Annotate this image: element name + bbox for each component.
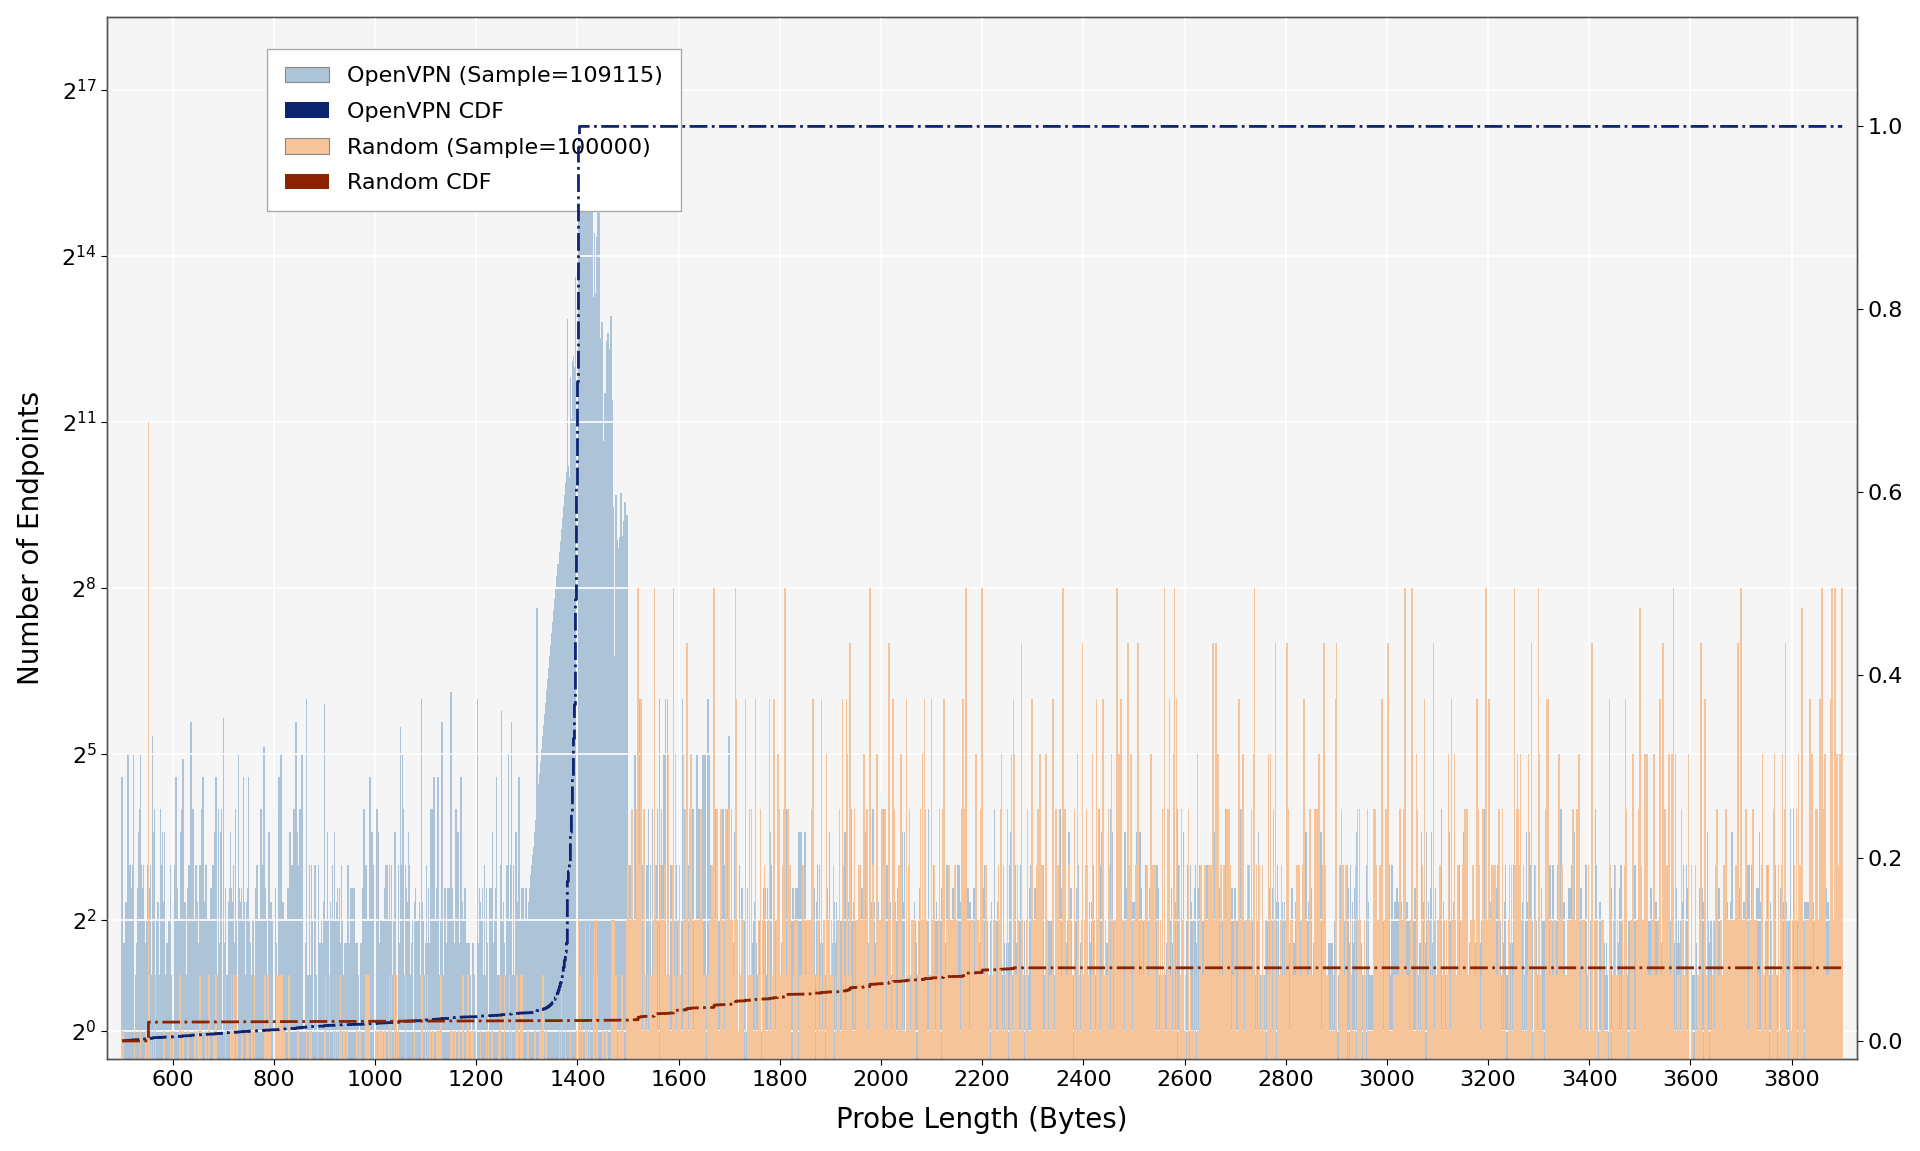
Random CDF [891,974,914,988]
OpenVPN CDF [1131,120,1154,134]
Random CDF [111,1034,134,1047]
OpenVPN CDF [1830,120,1853,134]
OpenVPN CDF [1100,120,1123,134]
Random CDF [1100,961,1123,975]
OpenVPN CDF [891,120,914,134]
OpenVPN CDF [111,1034,134,1047]
Random CDF [1340,961,1363,975]
Y-axis label: Number of Endpoints: Number of Endpoints [17,391,44,685]
OpenVPN CDF [568,120,591,134]
X-axis label: Probe Length (Bytes): Probe Length (Bytes) [837,1106,1127,1135]
OpenVPN CDF [1340,120,1363,134]
Random CDF [1131,961,1154,975]
Random CDF [330,1014,353,1028]
Line: OpenVPN CDF: OpenVPN CDF [123,127,1841,1041]
Random CDF [1077,961,1100,975]
OpenVPN CDF [330,1017,353,1031]
Line: Random CDF: Random CDF [123,968,1841,1041]
Legend: OpenVPN (Sample=109115), OpenVPN CDF, Random (Sample=100000), Random CDF: OpenVPN (Sample=109115), OpenVPN CDF, Ra… [267,48,680,211]
Random CDF [1002,961,1025,975]
Random CDF [1830,961,1853,975]
OpenVPN CDF [1077,120,1100,134]
